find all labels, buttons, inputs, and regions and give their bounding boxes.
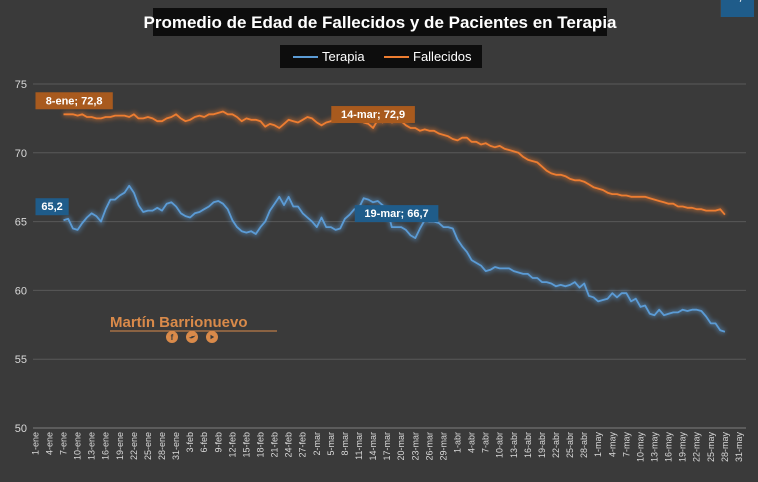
data-label-text: 65,2 — [41, 201, 62, 213]
watermark-name: Martín Barrionuevo — [110, 314, 248, 331]
y-tick-label: 55 — [15, 354, 27, 366]
facebook-icon: f — [166, 331, 178, 343]
x-tick-label: 16-ene — [101, 432, 111, 460]
x-tick-label: 9-feb — [213, 432, 223, 453]
x-tick-label: 25-abr — [565, 432, 575, 458]
x-tick-label: 19-ene — [115, 432, 125, 460]
x-tick-label: 4-ene — [44, 432, 54, 455]
x-tick-label: 1-abr — [453, 432, 463, 453]
x-tick-label: 19-abr — [537, 432, 547, 458]
x-tick-label: 13-ene — [87, 432, 97, 460]
series-line-fallecidos — [63, 110, 726, 216]
x-tick-label: 13-abr — [509, 432, 519, 458]
x-tick-label: 10-may — [635, 432, 645, 463]
y-tick-label: 75 — [15, 79, 27, 91]
x-tick-label: 15-feb — [241, 432, 251, 458]
data-label-text: 19-mar; 66,7 — [364, 208, 428, 220]
data-label-text: 14-mar; 72,9 — [341, 109, 405, 121]
x-tick-label: 7-may — [621, 432, 631, 458]
x-tick-label: 7-abr — [481, 432, 491, 453]
y-axis: 50 55 60 65 70 75 — [15, 79, 27, 435]
x-tick-label: 1-ene — [30, 432, 40, 455]
data-label: 19-mar; 66,7 — [354, 205, 439, 223]
x-tick-label: 25-may — [706, 432, 716, 463]
svg-text:f: f — [171, 333, 174, 342]
x-tick-label: 25-ene — [143, 432, 153, 460]
chart-title-box — [153, 8, 607, 36]
x-tick-label: 10-ene — [73, 432, 83, 460]
data-label: 8-ene; 72,8 — [35, 92, 113, 110]
legend-label-fallecidos: Fallecidos — [413, 49, 472, 64]
data-label-box — [331, 106, 415, 124]
x-tick-label: 22-may — [692, 432, 702, 463]
data-label-text: 57,0 — [727, 0, 748, 3]
x-tick-label: 28-ene — [157, 432, 167, 460]
series-glow-fallecidos — [63, 108, 727, 217]
x-tick-label: 22-abr — [551, 432, 561, 458]
x-tick-label: 28-abr — [579, 432, 589, 458]
y-tick-label: 50 — [15, 423, 27, 435]
x-tick-label: 12-feb — [227, 432, 237, 458]
data-label: 14-mar; 72,9 — [331, 106, 415, 124]
y-tick-label: 60 — [15, 285, 27, 297]
data-label-box — [35, 92, 113, 110]
data-label: 57,0 — [720, 0, 754, 17]
y-tick-label: 65 — [15, 217, 27, 229]
data-label-box — [35, 198, 69, 216]
x-tick-label: 23-mar — [410, 432, 420, 461]
x-tick-label: 31-may — [734, 432, 744, 463]
data-label-box — [354, 205, 439, 223]
data-label-box — [720, 0, 754, 17]
x-tick-label: 18-feb — [256, 432, 266, 458]
x-tick-label: 2-mar — [312, 432, 322, 456]
y-tick-label: 70 — [15, 148, 27, 160]
watermark: Martín Barrionuevo f — [110, 314, 277, 343]
data-labels: 8-ene; 72,814-mar; 72,965,565,219-mar; 6… — [35, 0, 754, 223]
x-tick-label: 4-abr — [467, 432, 477, 453]
x-tick-label: 24-feb — [284, 432, 294, 458]
x-tick-label: 31-ene — [171, 432, 181, 460]
x-tick-label: 19-may — [678, 432, 688, 463]
x-tick-label: 16-abr — [523, 432, 533, 458]
x-tick-label: 26-mar — [424, 432, 434, 461]
series-line-terapia — [63, 184, 726, 333]
x-tick-label: 8-mar — [340, 432, 350, 456]
x-tick-label: 21-feb — [270, 432, 280, 458]
x-tick-label: 4-may — [607, 432, 617, 458]
x-tick-label: 3-feb — [185, 432, 195, 453]
x-tick-label: 7-ene — [58, 432, 68, 455]
x-tick-label: 20-mar — [396, 432, 406, 461]
x-tick-label: 6-feb — [199, 432, 209, 453]
twitter-icon — [186, 331, 198, 343]
x-tick-label: 29-mar — [438, 432, 448, 461]
x-tick-label: 28-may — [720, 432, 730, 463]
x-tick-label: 10-abr — [495, 432, 505, 458]
x-tick-label: 5-mar — [326, 432, 336, 456]
x-tick-label: 13-may — [650, 432, 660, 463]
x-tick-label: 17-mar — [382, 432, 392, 461]
x-tick-label: 11-mar — [354, 432, 364, 460]
x-axis: 1-ene 4-ene 7-ene 10-ene 13-ene 16-ene 19-ene 2… — [30, 432, 744, 463]
x-tick-label: 14-mar — [368, 432, 378, 461]
data-label-text: 8-ene; 72,8 — [46, 95, 103, 107]
legend-label-terapia: Terapia — [322, 49, 365, 64]
data-label: 65,2 — [35, 198, 69, 216]
x-tick-label: 1-may — [593, 432, 603, 458]
x-tick-label: 27-feb — [298, 432, 308, 458]
legend-box — [280, 45, 482, 68]
x-tick-label: 16-may — [664, 432, 674, 463]
gridlines — [33, 83, 746, 429]
x-tick-label: 22-ene — [129, 432, 139, 460]
youtube-icon — [206, 331, 218, 343]
legend: Terapia Fallecidos — [280, 45, 482, 68]
chart-title: Promedio de Edad de Fallecidos y de Paci… — [143, 13, 617, 32]
